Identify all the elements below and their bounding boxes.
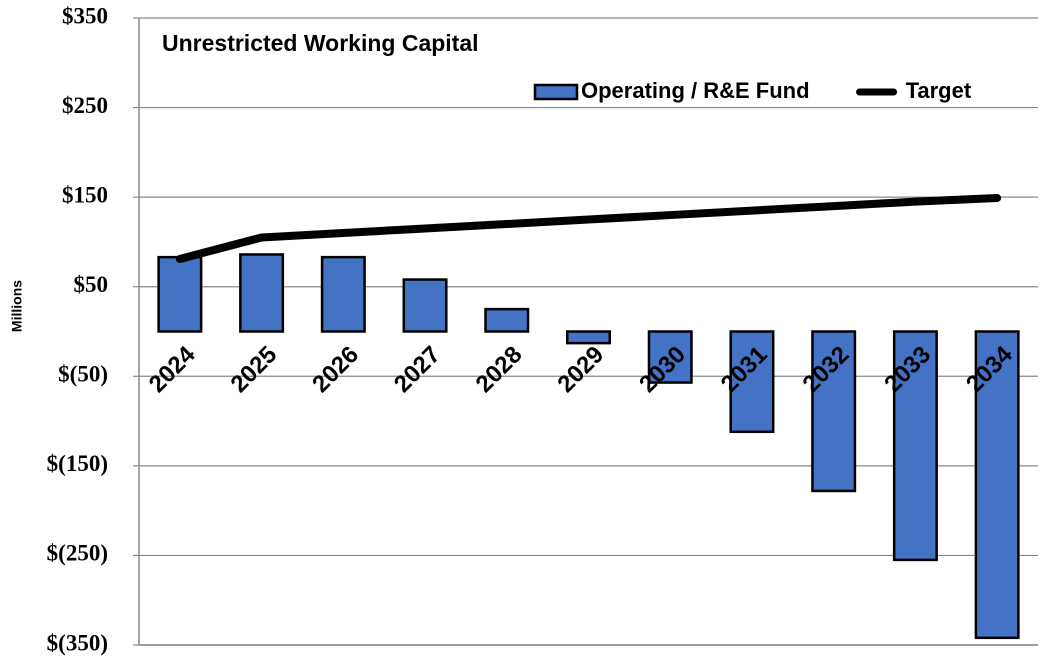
- y-axis-label: Millions: [9, 280, 25, 332]
- bar: [402, 278, 448, 333]
- bar: [647, 330, 693, 384]
- y-tick-label: $(150): [47, 451, 108, 476]
- legend-label: Operating / R&E Fund: [581, 78, 810, 103]
- bar: [892, 330, 938, 562]
- legend-swatch: [533, 83, 579, 101]
- bar: [157, 255, 203, 333]
- bar: [811, 330, 857, 493]
- bar: [239, 253, 285, 333]
- x-tick-label: 2029: [552, 341, 609, 398]
- x-tick-label: 2028: [471, 341, 528, 398]
- bar: [974, 330, 1020, 640]
- legend-label: Target: [906, 78, 972, 103]
- bar: [484, 307, 530, 333]
- y-tick-label: $50: [74, 272, 109, 297]
- bar: [729, 330, 775, 434]
- bar: [320, 255, 366, 333]
- y-tick-label: $250: [62, 93, 108, 118]
- legend: Operating / R&E Fund Target: [533, 78, 972, 103]
- x-tick-label: 2027: [389, 341, 446, 398]
- x-tick-label: 2024: [144, 341, 201, 398]
- y-tick-label: $(350): [47, 630, 108, 655]
- y-tick-label: $350: [62, 3, 108, 28]
- bar: [566, 330, 611, 345]
- y-tick-label: $150: [62, 182, 108, 207]
- x-tick-label: 2025: [225, 341, 282, 398]
- line: [175, 194, 1002, 263]
- x-tick-label: 2026: [307, 341, 364, 398]
- y-tick-label: $(50): [58, 362, 108, 387]
- chart-title: Unrestricted Working Capital: [162, 30, 479, 56]
- y-tick-label: $(250): [47, 541, 108, 566]
